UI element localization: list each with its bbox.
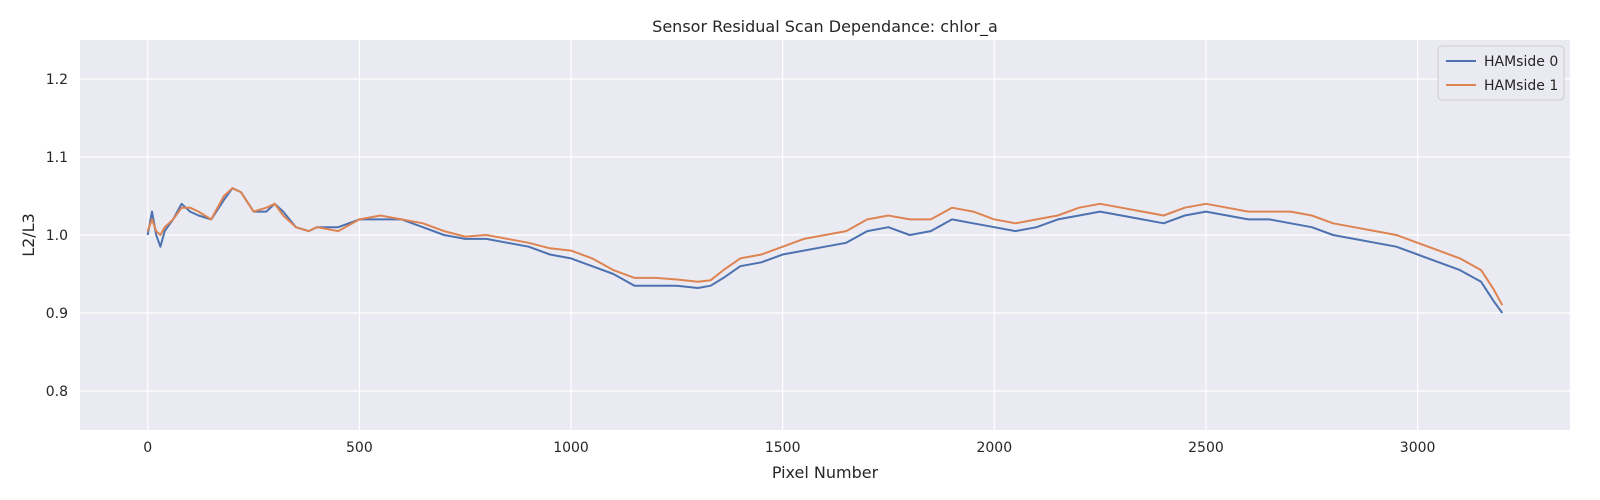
legend-label-hamside-1: HAMside 1: [1484, 78, 1558, 94]
x-tick-label: 2500: [1188, 440, 1224, 456]
y-tick-label: 1.0: [46, 228, 68, 244]
legend: HAMside 0 HAMside 1: [1437, 45, 1565, 101]
x-tick-label: 1000: [553, 440, 589, 456]
y-tick-label: 0.9: [46, 306, 68, 322]
y-tick-label: 1.2: [46, 72, 68, 88]
series-line-hamside-1: [146, 187, 1504, 306]
x-axis-title: Pixel Number: [772, 463, 879, 482]
x-tick-label: 0: [143, 440, 152, 456]
x-tick-label: 500: [346, 440, 373, 456]
x-tick-labels: 0 500 1000 1500 2000 2500 3000: [143, 440, 1435, 456]
x-tick-label: 3000: [1400, 440, 1436, 456]
y-tick-label: 1.1: [46, 150, 68, 166]
chart-title: Sensor Residual Scan Dependance: chlor_a: [652, 17, 998, 37]
x-tick-label: 1500: [765, 440, 801, 456]
y-tick-label: 0.8: [46, 384, 68, 400]
legend-label-hamside-0: HAMside 0: [1484, 54, 1558, 70]
legend-box: [1437, 45, 1565, 101]
x-tick-label: 2000: [976, 440, 1012, 456]
y-tick-labels: 0.8 0.9 1.0 1.1 1.2: [46, 72, 68, 400]
y-axis-title: L2/L3: [19, 213, 38, 257]
series-layer: [146, 187, 1504, 314]
